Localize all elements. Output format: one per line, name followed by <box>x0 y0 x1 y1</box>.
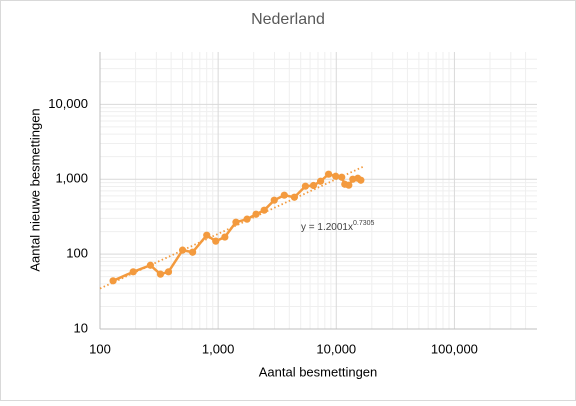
trendline-label: y = 1.2001x0.7305 <box>301 220 375 233</box>
trendline-equation: y = 1.2001x <box>301 222 353 233</box>
trendline-exponent: 0.7305 <box>353 220 375 227</box>
x-tick-label: 10,000 <box>316 341 356 356</box>
data-point <box>338 173 346 181</box>
data-point <box>129 268 137 276</box>
data-point <box>280 191 288 199</box>
data-point <box>252 210 260 218</box>
y-tick-label: 100 <box>66 246 88 261</box>
y-axis-label: Aantal nieuwe besmettingen <box>27 108 42 271</box>
data-point <box>332 172 340 180</box>
data-point <box>345 181 353 189</box>
data-point <box>146 261 154 269</box>
data-point <box>290 193 298 201</box>
data-point <box>221 233 229 241</box>
x-tick-label: 100 <box>89 341 111 356</box>
data-point <box>164 268 173 276</box>
data-point <box>309 181 318 190</box>
data-point <box>232 218 240 226</box>
y-tick-label: 10 <box>74 320 88 335</box>
data-point <box>212 237 220 245</box>
data-point <box>178 246 187 254</box>
data-point <box>243 215 251 223</box>
data-point <box>189 248 197 256</box>
data-line <box>112 172 362 282</box>
data-point <box>260 206 268 214</box>
data-point <box>325 170 333 178</box>
data-point <box>109 277 117 285</box>
data-point <box>301 182 310 190</box>
data-point <box>357 176 365 184</box>
chart-title: Nederland <box>251 11 325 28</box>
data-point <box>316 177 325 185</box>
x-axis-label: Aantal besmettingen <box>259 364 378 379</box>
data-point <box>270 196 278 204</box>
y-tick-label: 10,000 <box>48 96 88 111</box>
y-tick-label: 1,000 <box>55 171 88 186</box>
x-tick-label: 100,000 <box>431 341 478 356</box>
data-point <box>203 231 211 239</box>
x-tick-label: 1,000 <box>202 341 235 356</box>
data-point <box>156 270 165 278</box>
